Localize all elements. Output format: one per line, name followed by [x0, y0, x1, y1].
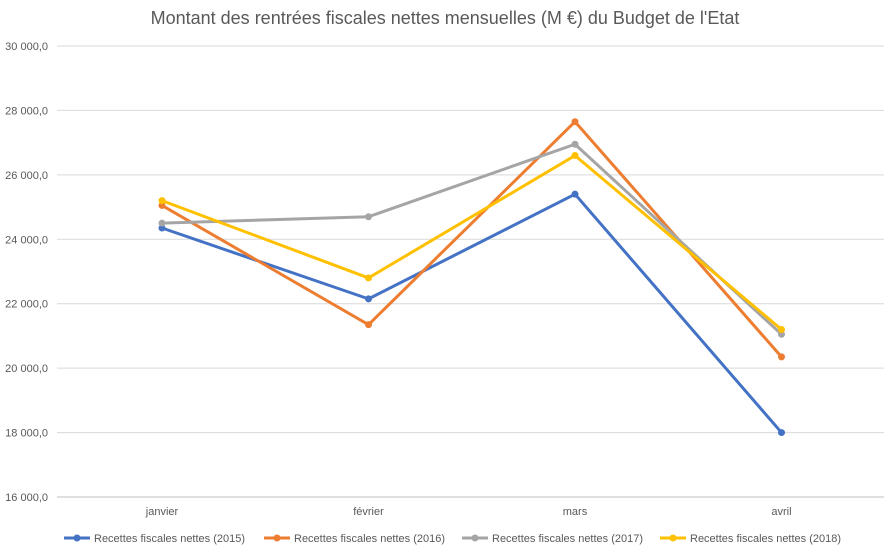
y-tick-label: 16 000,0: [5, 492, 48, 504]
data-point: [778, 429, 785, 437]
y-axis-tick-labels: 16 000,0 18 000,0 20 000,0 22 000,0 24 000,0…: [5, 41, 48, 504]
series-3: [158, 140, 785, 338]
series-line: [160, 154, 783, 331]
series-lines: [158, 118, 785, 437]
y-tick-label: 18 000,0: [5, 428, 48, 440]
legend-entry: Recettes fiscales nettes (2015): [64, 533, 245, 545]
legend-entry: Recettes fiscales nettes (2016): [264, 533, 445, 545]
data-point: [365, 213, 372, 221]
data-point: [571, 190, 579, 198]
series-4: [158, 152, 785, 333]
data-point: [365, 295, 372, 303]
y-tick-label: 26 000,0: [5, 170, 48, 182]
x-tick-label: janvier: [145, 506, 179, 518]
gridlines: [57, 45, 884, 498]
data-point: [158, 224, 166, 232]
data-point: [778, 353, 785, 361]
legend-swatch-marker: [273, 534, 281, 542]
series-line: [160, 142, 783, 336]
legend: Recettes fiscales nettes (2015) Recettes …: [64, 533, 841, 545]
legend-swatch-marker: [471, 534, 479, 542]
y-tick-label: 22 000,0: [5, 299, 48, 311]
data-point: [365, 274, 372, 282]
legend-label: Recettes fiscales nettes (2016): [294, 533, 445, 545]
data-point: [571, 140, 579, 148]
y-tick-label: 30 000,0: [5, 41, 48, 53]
data-point: [571, 118, 579, 126]
x-axis-tick-labels: janvier février mars avril: [145, 506, 792, 518]
y-tick-label: 20 000,0: [5, 363, 48, 375]
y-tick-label: 24 000,0: [5, 234, 48, 246]
chart-title: Montant des rentrées fiscales nettes men…: [151, 8, 740, 28]
x-tick-label: avril: [771, 506, 791, 518]
data-point: [158, 197, 166, 205]
legend-entry: Recettes fiscales nettes (2017): [462, 533, 643, 545]
legend-swatch-marker: [73, 534, 81, 542]
x-tick-label: février: [353, 506, 384, 518]
x-tick-label: mars: [563, 506, 588, 518]
data-point: [365, 321, 372, 329]
data-point: [571, 152, 579, 160]
data-point: [158, 219, 166, 227]
legend-label: Recettes fiscales nettes (2015): [94, 533, 245, 545]
series-1: [158, 190, 785, 437]
legend-label: Recettes fiscales nettes (2017): [492, 533, 643, 545]
data-point: [158, 201, 166, 209]
legend-swatch-marker: [669, 534, 677, 542]
legend-entry: Recettes fiscales nettes (2018): [660, 533, 841, 545]
data-point: [778, 325, 785, 333]
data-point: [778, 330, 785, 338]
series-line: [160, 192, 783, 435]
legend-label: Recettes fiscales nettes (2018): [690, 533, 841, 545]
y-tick-label: 28 000,0: [5, 105, 48, 117]
